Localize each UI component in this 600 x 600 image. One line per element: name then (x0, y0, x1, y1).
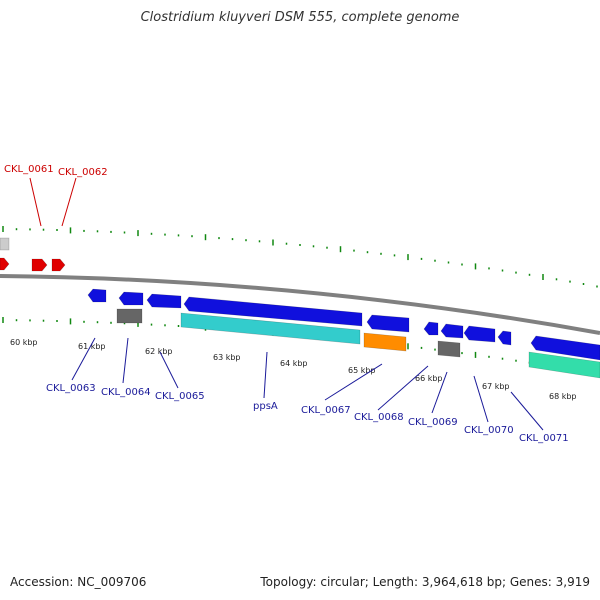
kbp-label: 68 kbp (549, 392, 577, 401)
feature-reverse-cds (366, 314, 410, 333)
gene-label-ckl-0063: CKL_0063 (46, 383, 96, 394)
feature-reverse-cds (497, 330, 512, 346)
feature-forward-cds (51, 258, 66, 272)
feature-forward-cds (31, 258, 48, 272)
feature-cyan (180, 312, 361, 345)
feature-gray (437, 340, 461, 358)
feature-green (528, 351, 600, 379)
kbp-label: 61 kbp (78, 342, 106, 351)
gene-label-ckl-0068: CKL_0068 (354, 412, 404, 423)
kbp-label: 62 kbp (145, 347, 173, 356)
gene-label-ckl-0070: CKL_0070 (464, 425, 514, 436)
label-leader-line (61, 177, 77, 227)
feature-gray (116, 308, 143, 324)
feature-reverse-cds (183, 296, 363, 327)
accession-text: Accession: NC_009706 (10, 575, 147, 589)
gene-label-ckl-0062: CKL_0062 (58, 167, 108, 178)
feature-reverse-cds (118, 291, 144, 306)
gene-label-ckl-0071: CKL_0071 (519, 433, 569, 444)
feature-light-gray (0, 237, 10, 251)
feature-reverse-cds (463, 325, 496, 343)
label-leader-line (29, 177, 42, 227)
gene-label-ckl-0065: CKL_0065 (155, 391, 205, 402)
kbp-label: 65 kbp (348, 366, 376, 375)
kbp-label: 60 kbp (10, 338, 38, 347)
kbp-label: 67 kbp (482, 382, 510, 391)
feature-orange (363, 332, 407, 352)
kbp-label: 64 kbp (280, 359, 308, 368)
feature-forward-cds (0, 257, 10, 271)
topology-text: Topology: circular; Length: 3,964,618 bp… (260, 575, 590, 589)
feature-reverse-cds (87, 288, 107, 303)
gene-label-ckl-0064: CKL_0064 (101, 387, 151, 398)
ticks-forward-strand (2, 226, 598, 288)
feature-reverse-cds (530, 335, 600, 361)
map-title: Clostridium kluyveri DSM 555, complete g… (140, 10, 460, 25)
label-leaders-bottom (71, 337, 544, 431)
kbp-label: 63 kbp (213, 353, 241, 362)
kbp-label: 66 kbp (415, 374, 443, 383)
feature-reverse-cds (440, 323, 464, 339)
genome-backbone (0, 274, 600, 335)
gene-label-ckl-0069: CKL_0069 (408, 417, 458, 428)
gene-label-ckl-0067: CKL_0067 (301, 405, 351, 416)
gene-label-ckl-0061: CKL_0061 (4, 164, 54, 175)
feature-reverse-cds (146, 293, 182, 309)
feature-reverse-cds (423, 321, 439, 336)
gene-label-ppsa: ppsA (253, 401, 278, 412)
